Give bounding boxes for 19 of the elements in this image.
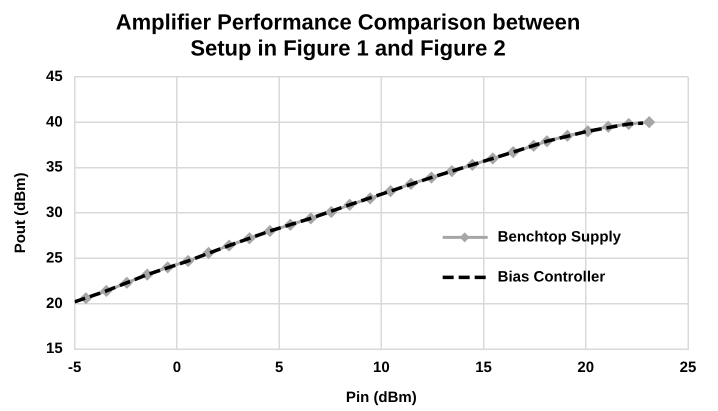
x-tick-label: 5	[274, 359, 284, 376]
y-tick-label: 40	[46, 113, 63, 130]
y-axis-title: Pout (dBm)	[12, 172, 30, 254]
x-tick-label: 10	[373, 359, 390, 376]
y-tick-label: 25	[46, 249, 63, 266]
y-tick-label: 45	[46, 68, 63, 85]
legend-label: Benchtop Supply	[498, 228, 622, 246]
y-tick-label: 35	[46, 158, 63, 176]
x-tick-label: 20	[577, 359, 594, 376]
x-tick-label: -5	[68, 359, 82, 376]
x-tick-label: 25	[680, 359, 696, 376]
y-tick-label: 15	[46, 340, 63, 358]
y-tick-label: 20	[46, 294, 63, 312]
x-axis-title: Pin (dBm)	[346, 389, 417, 406]
x-tick-label: 0	[172, 359, 182, 376]
x-tick-label: 15	[475, 359, 492, 376]
y-tick-label: 30	[46, 204, 63, 222]
legend-label: Bias Controller	[498, 268, 606, 286]
chart-title: Amplifier Performance Comparison between Setup in Figure 1 and Figure 2	[116, 9, 580, 61]
